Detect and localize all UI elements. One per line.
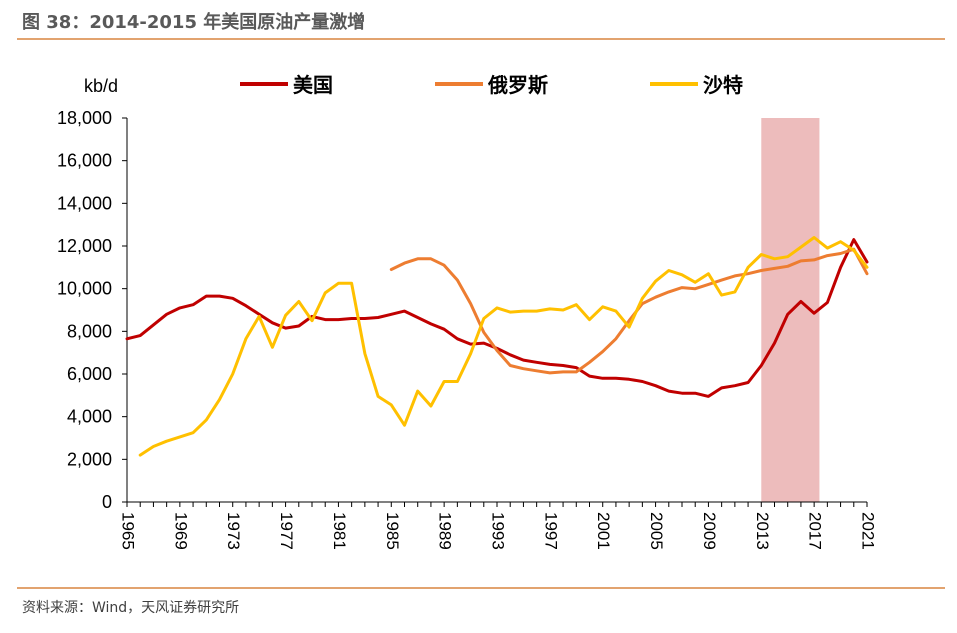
series-line-2 xyxy=(389,247,869,375)
x-tick-label: 1973 xyxy=(224,512,243,550)
x-tick-label: 1977 xyxy=(277,512,296,550)
x-tick-label: 2021 xyxy=(859,512,878,550)
y-tick-label: 12,000 xyxy=(57,236,112,256)
bottom-rule xyxy=(17,587,945,589)
x-tick-label: 1969 xyxy=(171,512,190,550)
x-tick-label: 1965 xyxy=(119,512,138,550)
x-tick-label: 1981 xyxy=(330,512,349,550)
y-tick-label: 4,000 xyxy=(67,407,112,427)
top-rule xyxy=(17,38,945,40)
x-tick-label: 1993 xyxy=(489,512,508,550)
y-tick-label: 0 xyxy=(102,492,112,512)
y-tick-label: 6,000 xyxy=(67,364,112,384)
x-tick-label: 2001 xyxy=(594,512,613,550)
x-tick-label: 2017 xyxy=(806,512,825,550)
x-tick-label: 1985 xyxy=(383,512,402,550)
x-tick-label: 1997 xyxy=(541,512,560,550)
x-tick-label: 2013 xyxy=(753,512,772,550)
y-tick-label: 2,000 xyxy=(67,449,112,469)
series-line-1 xyxy=(125,238,869,398)
x-tick-label: 2005 xyxy=(647,512,666,550)
x-tick-label: 1989 xyxy=(436,512,455,550)
y-tick-label: 16,000 xyxy=(57,151,112,171)
y-tick-label: 18,000 xyxy=(57,108,112,128)
y-axis-label: kb/d xyxy=(84,76,118,96)
y-tick-label: 8,000 xyxy=(67,321,112,341)
series-line-3 xyxy=(138,236,869,457)
y-tick-label: 10,000 xyxy=(57,279,112,299)
x-tick-label: 2009 xyxy=(700,512,719,550)
y-tick-label: 14,000 xyxy=(57,193,112,213)
legend-label-3: 沙特 xyxy=(703,73,743,97)
figure-title: 图 38：2014-2015 年美国原油产量激增 xyxy=(22,12,366,33)
legend-label-1: 美国 xyxy=(293,73,333,97)
source-note: 资料来源：Wind，天风证券研究所 xyxy=(22,600,240,616)
legend-label-2: 俄罗斯 xyxy=(487,73,548,97)
